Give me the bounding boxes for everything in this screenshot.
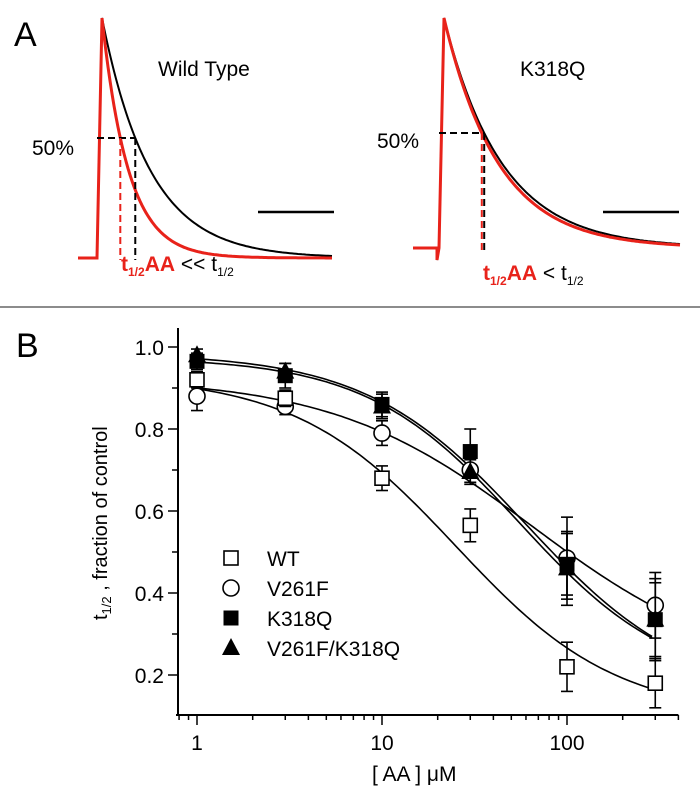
trace-panel-wild-type: Wild Type 50% t1/2AA << t1/2 — [32, 17, 334, 279]
trace-panel-k318q: K318Q 50% t1/2AA < t1/2 — [377, 17, 681, 288]
data-point — [462, 517, 479, 534]
data-point — [647, 675, 664, 692]
percent-label-wild-type: 50% — [32, 137, 74, 160]
y-tick-label: 0.8 — [135, 419, 164, 442]
dose-response-chart: 0.2 0.4 0.6 0.8 1.0 1 10 100 t1/2 , fraction of… — [90, 328, 680, 786]
relation: << — [175, 253, 211, 276]
axes: 0.2 0.4 0.6 0.8 1.0 1 10 100 — [135, 328, 680, 755]
panel-a-letter: A — [14, 16, 37, 54]
y-tick-label: 0.4 — [135, 583, 165, 606]
y-label-subscript: 1/2 — [99, 596, 114, 614]
legend: WT V261F K318Q V261F/K318Q — [222, 548, 400, 661]
y-axis-label: t1/2 , fraction of control — [90, 426, 114, 620]
aa-t-subscript: 1/2 — [490, 274, 507, 288]
fit-curve-wt — [196, 388, 653, 690]
x-tick-label: 100 — [549, 732, 584, 755]
traces-k318q — [413, 17, 681, 261]
y-label-t: t — [90, 614, 112, 620]
data-point — [461, 462, 480, 480]
legend-marker-wt — [223, 550, 239, 566]
x-tick-label: 1 — [191, 732, 203, 755]
data-points — [188, 345, 665, 709]
ctrl-t-symbol: t — [211, 253, 217, 276]
trace-title-k318q: K318Q — [520, 58, 585, 81]
aa-t-symbol: t — [483, 262, 490, 285]
data-point — [373, 424, 391, 442]
series-k318q — [189, 352, 663, 662]
data-point — [188, 345, 206, 363]
ctrl-t-subscript: 1/2 — [567, 274, 584, 288]
panel-b-letter: B — [16, 327, 39, 365]
x-tick-label: 10 — [370, 732, 393, 755]
fit-curve-v261f-k318q — [196, 361, 653, 639]
data-point — [373, 396, 391, 414]
annotation-k318q: t1/2AA < t1/2 — [483, 262, 584, 288]
annotation-wild-type: t1/2AA << t1/2 — [121, 253, 234, 279]
legend-marker-k318q — [223, 610, 239, 626]
legend-label: V261F — [267, 578, 329, 601]
traces-wild-type — [78, 17, 333, 260]
data-point — [558, 558, 576, 576]
legend-marker-v261f-k318q — [222, 638, 240, 655]
data-point — [189, 371, 205, 388]
data-point — [559, 658, 575, 675]
data-point — [277, 390, 294, 407]
y-tick-label: 0.6 — [135, 501, 164, 524]
legend-marker-v261f — [222, 579, 240, 597]
data-point — [374, 470, 390, 487]
data-point — [462, 444, 478, 460]
aa-suffix: AA — [145, 253, 175, 276]
x-axis-label: [ AA ] μM — [372, 763, 456, 786]
ctrl-t-symbol: t — [561, 262, 567, 285]
ctrl-t-subscript: 1/2 — [217, 265, 234, 279]
aa-trace — [78, 17, 332, 260]
aa-suffix: AA — [507, 262, 537, 285]
percent-label-k318q: 50% — [377, 130, 419, 153]
aa-t-subscript: 1/2 — [128, 265, 145, 279]
data-point — [276, 361, 295, 379]
fit-curve-v261f — [196, 387, 653, 607]
legend-label: V261F/K318Q — [267, 638, 400, 661]
control-trace — [78, 17, 333, 259]
fit-curve-k318q — [196, 358, 653, 638]
data-point — [646, 609, 665, 627]
y-tick-label: 1.0 — [135, 337, 164, 360]
aa-trace — [413, 17, 681, 261]
data-point — [188, 387, 206, 406]
legend-label: K318Q — [267, 608, 332, 631]
fit-curves — [196, 358, 653, 690]
aa-t-symbol: t — [121, 253, 128, 276]
relation: < — [537, 262, 561, 285]
series-wt — [189, 370, 664, 709]
trace-title-wild-type: Wild Type — [158, 58, 250, 81]
y-label-rest: , fraction of control — [90, 426, 112, 596]
legend-label: WT — [267, 548, 300, 571]
y-tick-label: 0.2 — [135, 665, 164, 688]
series-v261f-k318q — [188, 345, 665, 658]
series-v261f — [188, 381, 665, 639]
